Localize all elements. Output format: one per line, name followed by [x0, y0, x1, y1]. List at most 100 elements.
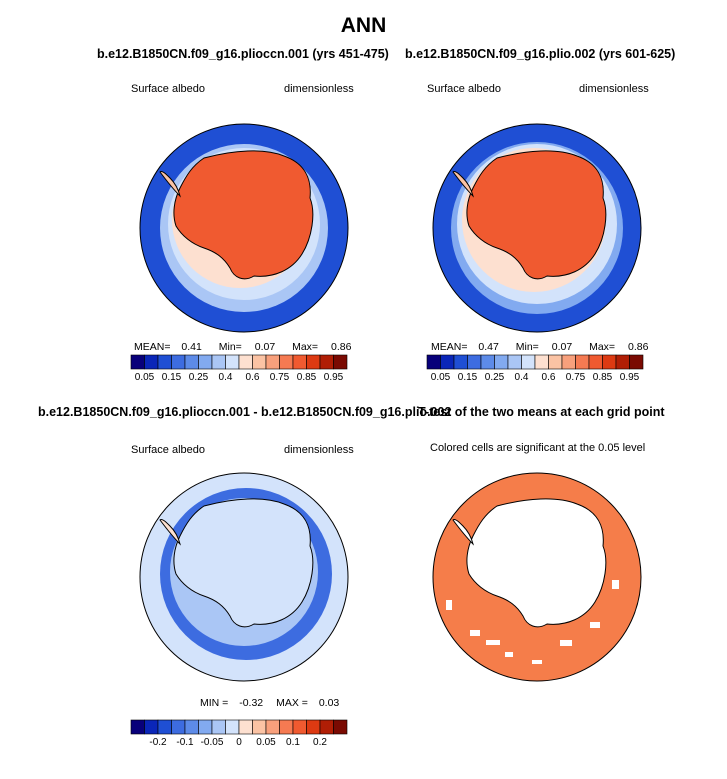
panel1-mean: 0.41	[181, 341, 202, 353]
panel2-title: b.e12.B1850CN.f09_g16.plio.002 (yrs 601-…	[405, 47, 676, 61]
panel2-colorbar-box	[561, 354, 576, 370]
panel2-colorbar-box	[426, 354, 441, 370]
panel1-colorbar-tick-label: 0.4	[219, 372, 233, 383]
panel1-colorbar-box	[265, 354, 280, 370]
panel3-stats: MIN = -0.32 MAX = 0.03	[200, 697, 339, 709]
panel3-colorbar-box	[184, 719, 199, 735]
panel1-colorbar-tick-label: 0.75	[270, 372, 290, 383]
panel4-nonsignificant-patches	[446, 580, 619, 664]
panel2-colorbar: 0.05 0.15 0.25 0.4 0.6 0.75 0.85 0.95	[426, 354, 644, 383]
panel3-colorbar-box	[306, 719, 321, 735]
panel1-units-label: dimensionless	[284, 83, 354, 95]
panel1-colorbar-box	[184, 354, 199, 370]
panel1-colorbar-tick-label: 0.85	[297, 372, 317, 383]
panel2-min-label: Min=	[515, 341, 539, 353]
panel1-min: 0.07	[254, 341, 276, 353]
panel3-colorbar-box	[292, 719, 307, 735]
panel1-colorbar-box	[279, 354, 294, 370]
panel2-colorbar-box	[453, 354, 468, 370]
panel4-map	[432, 472, 642, 682]
panel2-colorbar-tick-label: 0.95	[620, 372, 640, 383]
panel3-colorbar-box	[130, 719, 145, 735]
panel3-colorbar-tick-label: 0	[236, 737, 242, 748]
panel1-colorbar-box	[252, 354, 267, 370]
panel3-colorbar-box	[198, 719, 213, 735]
panel2-colorbar-box	[521, 354, 536, 370]
panel1-min-label: Min=	[218, 341, 242, 353]
panel3-min: -0.32	[239, 697, 264, 709]
panel2-colorbar-box	[494, 354, 509, 370]
panel1-variable-label: Surface albedo	[131, 83, 205, 95]
panel2-max: 0.86	[627, 341, 649, 353]
panel3-min-label: MIN =	[200, 697, 229, 709]
panel3-map-border	[139, 472, 349, 682]
panel3-colorbar-tick-label: 0.2	[313, 737, 327, 748]
panel2-colorbar-box	[480, 354, 495, 370]
panel3-colorbar-box	[225, 719, 240, 735]
panel1-colorbar-box	[292, 354, 307, 370]
panel2-colorbar-box	[602, 354, 617, 370]
panel1-colorbar-box	[238, 354, 253, 370]
panel1-colorbar-box	[333, 354, 348, 370]
panel3-units-label: dimensionless	[284, 444, 354, 456]
panel1-max: 0.86	[330, 341, 352, 353]
panel1-colorbar-box	[306, 354, 321, 370]
panel4-subtitle: Colored cells are significant at the 0.0…	[430, 442, 646, 454]
panel3-colorbar-box	[265, 719, 280, 735]
panel3-colorbar-box	[171, 719, 186, 735]
panel2-stats: MEAN= 0.47 Min= 0.07 Max= 0.86	[431, 341, 648, 353]
panel2-colorbar-box	[575, 354, 590, 370]
panel1-title: b.e12.B1850CN.f09_g16.plioccn.001 (yrs 4…	[97, 47, 389, 61]
panel2-min: 0.07	[551, 341, 573, 353]
panel2-colorbar-box	[467, 354, 482, 370]
panel2-colorbar-tick-label: 0.75	[566, 372, 586, 383]
panel2-colorbar-tick-label: 0.05	[431, 372, 451, 383]
panel3-map	[139, 472, 349, 682]
panel3-max: 0.03	[318, 697, 340, 709]
panel3-colorbar-tick-label: 0.1	[286, 737, 300, 748]
panel2-colorbar-box	[534, 354, 549, 370]
panel2-colorbar-tick-label: 0.6	[542, 372, 556, 383]
panel2-colorbar-tick-label: 0.25	[485, 372, 505, 383]
panel4-title: T-test of the two means at each grid poi…	[418, 405, 665, 419]
panel2-max-label: Max=	[589, 341, 616, 353]
panel1-map	[139, 123, 349, 333]
panel3-colorbar: -0.2 -0.1 -0.05 0 0.05 0.1 0.2	[130, 719, 348, 748]
panel3-colorbar-box	[319, 719, 334, 735]
panel2-variable-label: Surface albedo	[427, 83, 501, 95]
panel1-colorbar-tick-label: 0.05	[135, 372, 155, 383]
panel3-colorbar-box	[279, 719, 294, 735]
panel3-colorbar-tick-label: -0.05	[201, 737, 224, 748]
panel3-colorbar-box	[252, 719, 267, 735]
panel3-colorbar-tick-label: 0.05	[256, 737, 276, 748]
panel2-colorbar-tick-label: 0.15	[458, 372, 478, 383]
panel3-colorbar-box	[144, 719, 159, 735]
panel1-mean-label: MEAN=	[134, 341, 171, 353]
panel1-colorbar-tick-label: 0.95	[324, 372, 344, 383]
panel3-colorbar-box	[238, 719, 253, 735]
panel2-colorbar-tick-label: 0.85	[593, 372, 613, 383]
panel1-colorbar-box	[144, 354, 159, 370]
panel4-map-border	[432, 472, 642, 682]
panel2-colorbar-box	[507, 354, 522, 370]
panel2-units-label: dimensionless	[579, 83, 649, 95]
panel2-mean: 0.47	[478, 341, 499, 353]
panel1-colorbar-box	[198, 354, 213, 370]
panel1-colorbar-box	[211, 354, 226, 370]
panel2-colorbar-box	[548, 354, 563, 370]
panel3-variable-label: Surface albedo	[131, 444, 205, 456]
panel1-colorbar-box	[319, 354, 334, 370]
figure-title: ANN	[340, 14, 387, 37]
panel1-colorbar-tick-label: 0.15	[162, 372, 182, 383]
panel2-colorbar-tick-label: 0.4	[515, 372, 529, 383]
panel1-colorbar-tick-label: 0.25	[189, 372, 209, 383]
panel1-colorbar-tick-label: 0.6	[246, 372, 260, 383]
panel2-map	[432, 123, 642, 333]
panel1-max-label: Max=	[292, 341, 319, 353]
panel3-colorbar-box	[211, 719, 226, 735]
panel1-stats: MEAN= 0.41 Min= 0.07 Max= 0.86	[134, 341, 351, 353]
panel1-colorbar: 0.05 0.15 0.25 0.4 0.6 0.75 0.85 0.95	[130, 354, 348, 383]
panel3-max-label: MAX =	[276, 697, 308, 709]
panel2-colorbar-box	[440, 354, 455, 370]
